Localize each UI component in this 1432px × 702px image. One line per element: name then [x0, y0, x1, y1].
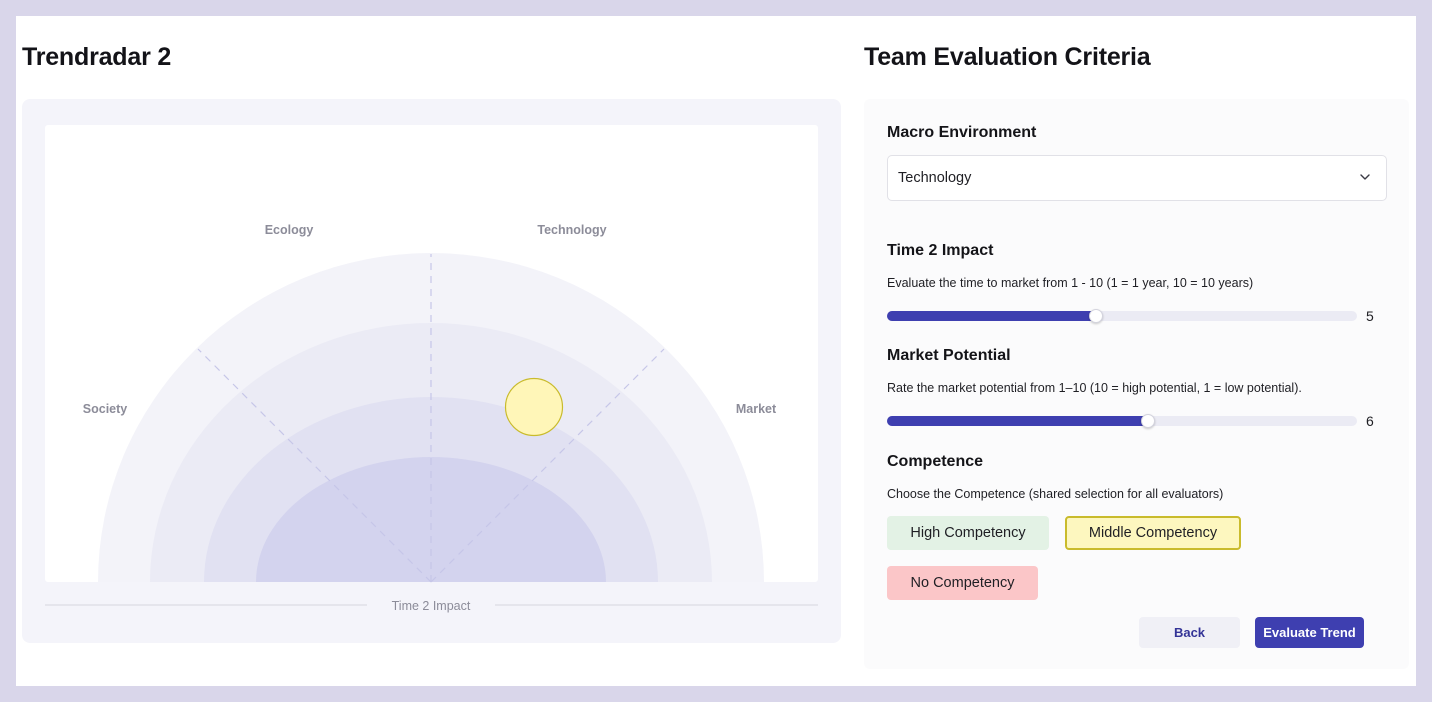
time-to-impact-label: Time 2 Impact	[887, 242, 994, 259]
market-potential-description: Rate the market potential from 1–10 (10 …	[887, 381, 1302, 395]
macro-environment-value: Technology	[898, 170, 972, 186]
market-potential-value: 6	[1366, 413, 1374, 429]
sector-label-market: Market	[736, 402, 777, 416]
radar-title: Trendradar 2	[22, 43, 172, 71]
competence-description: Choose the Competence (shared selection …	[887, 487, 1224, 501]
slider-fill	[887, 311, 1096, 321]
slider-thumb[interactable]	[1089, 309, 1103, 323]
sector-label-society: Society	[83, 402, 128, 416]
time-to-impact-slider[interactable]	[887, 309, 1357, 323]
back-button[interactable]: Back	[1139, 617, 1240, 648]
sector-label-technology: Technology	[537, 223, 606, 237]
competence-label: Competence	[887, 453, 984, 470]
radar-ring-inner	[256, 457, 606, 582]
evaluate-trend-button[interactable]: Evaluate Trend	[1255, 617, 1364, 648]
chevron-down-icon	[1360, 174, 1370, 180]
sector-divider	[197, 348, 432, 583]
trend-radar-chart: Society Ecology Technology Market Time 2…	[45, 125, 818, 613]
criteria-title: Team Evaluation Criteria	[864, 43, 1151, 71]
criteria-panel: Macro Environment Technology Time 2 Impa…	[864, 99, 1409, 669]
time-to-impact-value: 5	[1366, 308, 1374, 324]
market-potential-slider[interactable]	[887, 414, 1357, 428]
high-competency-option[interactable]: High Competency	[887, 516, 1049, 550]
slider-track	[887, 311, 1357, 321]
no-competency-option[interactable]: No Competency	[887, 566, 1038, 600]
market-potential-label: Market Potential	[887, 347, 1011, 364]
sector-label-ecology: Ecology	[265, 223, 314, 237]
macro-environment-label: Macro Environment	[887, 124, 1037, 141]
axis-label: Time 2 Impact	[392, 599, 471, 613]
slider-fill	[887, 416, 1148, 426]
middle-competency-option[interactable]: Middle Competency	[1065, 516, 1241, 550]
time-to-impact-description: Evaluate the time to market from 1 - 10 …	[887, 276, 1254, 290]
radar-panel: Society Ecology Technology Market Time 2…	[22, 99, 841, 643]
trend-marker[interactable]	[504, 377, 564, 437]
macro-environment-select[interactable]: Technology	[887, 155, 1387, 201]
app-frame: Trendradar 2 Society Ecology Technology …	[16, 16, 1416, 686]
sector-divider	[430, 348, 665, 583]
slider-thumb[interactable]	[1141, 414, 1155, 428]
